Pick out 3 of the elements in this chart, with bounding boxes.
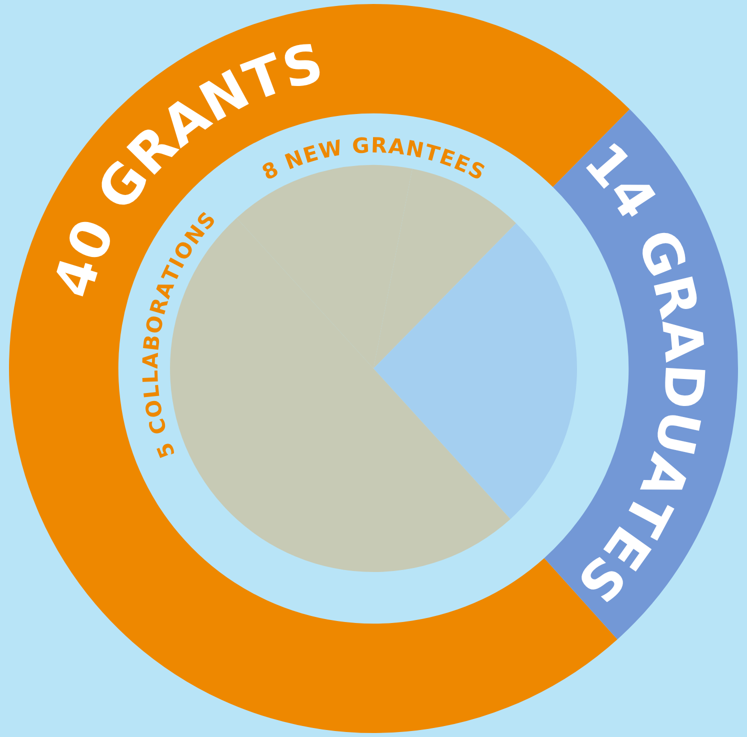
text: 8 NEW GRANTEES xyxy=(258,133,489,185)
category-label: 14 GRADUATES xyxy=(565,130,716,616)
text: 5 COLLABORATIONS xyxy=(138,207,220,462)
